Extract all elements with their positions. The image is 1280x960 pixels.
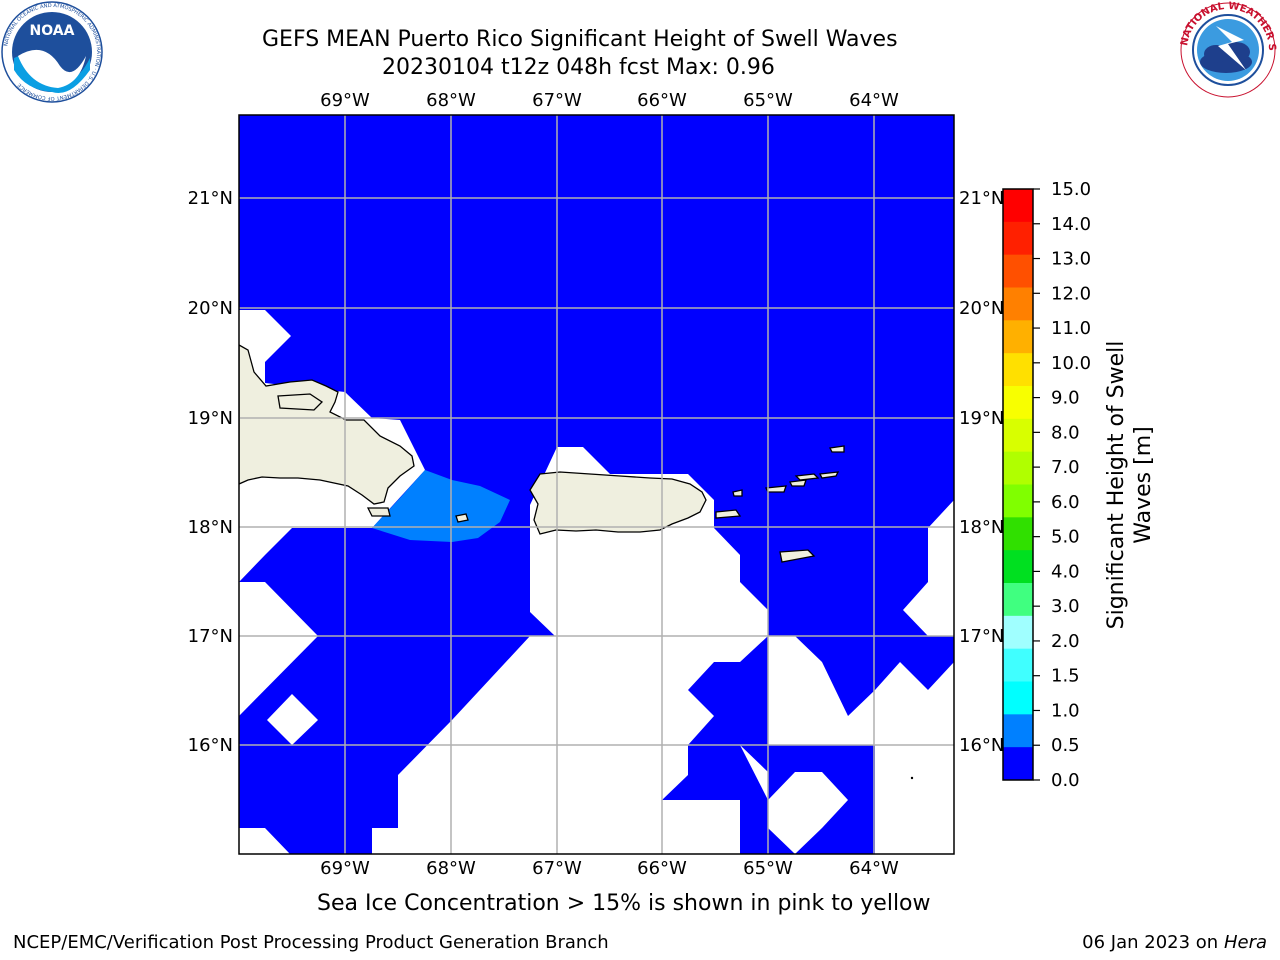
lon-label-top: 69°W [320,90,370,111]
colorbar-segment [1003,615,1033,650]
lat-label-left: 18°N [188,517,233,538]
colorbar-segment [1003,583,1033,617]
footer-host: Hera [1223,932,1267,953]
noaa-logo-text: NOAA [30,23,75,39]
colorbar-segment [1003,189,1033,223]
colorbar-ticks: 15.0 14.0 13.0 12.0 11.0 10.0 9.0 8.0 7.0 6.0 5.0 4… [1033,179,1091,791]
lat-label-left: 20°N [188,298,233,319]
colorbar-segment [1003,418,1033,453]
colorbar-segment [1003,353,1033,387]
lat-label-right: 17°N [959,626,1004,647]
lat-label-left: 17°N [188,626,233,647]
lat-label-right: 20°N [959,298,1004,319]
colorbar-tick-label: 2.0 [1051,631,1080,652]
colorbar-tick-label: 9.0 [1051,388,1080,409]
lon-label-bottom: 69°W [320,858,370,879]
graticule [239,115,954,854]
colorbar-tick-label: 1.5 [1051,666,1080,687]
colorbar-segment [1003,254,1033,288]
colorbar-tick-label: 4.0 [1051,561,1080,582]
colorbar-tick-label: 14.0 [1051,214,1091,235]
sea-ice-caption: Sea Ice Concentration > 15% is shown in … [317,891,931,916]
colorbar-segment [1003,484,1033,518]
lon-label-top: 67°W [532,90,582,111]
colorbar-segment [1003,386,1033,420]
colorbar-tick-label: 10.0 [1051,353,1091,374]
colorbar [1002,188,1034,781]
lat-label-right: 16°N [959,735,1004,756]
lon-label-bottom: 68°W [426,858,476,879]
colorbar-tick-label: 3.0 [1051,596,1080,617]
colorbar-segment [1003,747,1033,781]
colorbar-tick-label: 15.0 [1051,179,1091,200]
colorbar-tick-label: 7.0 [1051,457,1080,478]
colorbar-segment [1003,451,1033,485]
colorbar-frame [1002,188,1034,781]
colorbar-segment [1003,681,1033,715]
lon-label-top: 68°W [426,90,476,111]
colorbar-tick-label: 11.0 [1051,318,1091,339]
footer-date: 06 Jan 2023 on Hera [1082,932,1267,953]
colorbar-segment [1003,287,1033,321]
footer-credit: NCEP/EMC/Verification Post Processing Pr… [13,932,609,953]
hispaniola-land [239,344,415,505]
lon-label-bottom: 65°W [743,858,793,879]
chart-title: GEFS MEAN Puerto Rico Significant Height… [262,27,898,52]
lat-label-left: 19°N [188,408,233,429]
lon-label-bottom: 64°W [849,858,899,879]
nws-logo: NATIONAL WEATHER SERVICE [1176,0,1277,98]
lat-label-right: 21°N [959,188,1004,209]
colorbar-segment [1003,320,1033,354]
chart-subtitle: 20230104 t12z 048h fcst Max: 0.96 [382,55,775,80]
colorbar-segment [1003,714,1033,748]
colorbar-label-line2: Waves [m] [1131,426,1156,543]
lat-label-right: 19°N [959,408,1004,429]
lat-label-right: 18°N [959,517,1004,538]
colorbar-segment [1003,221,1033,256]
lat-label-left: 16°N [188,735,233,756]
colorbar-tick-label: 6.0 [1051,492,1080,513]
lon-label-top: 65°W [743,90,793,111]
colorbar-tick-label: 5.0 [1051,527,1080,548]
footer-date-text: 06 Jan 2023 on [1082,932,1224,953]
colorbar-segment [1003,550,1033,584]
map-frame [238,114,955,855]
lon-label-bottom: 67°W [532,858,582,879]
lon-label-top: 64°W [849,90,899,111]
colorbar-tick-label: 13.0 [1051,249,1091,270]
colorbar-tick-label: 0.0 [1051,770,1080,791]
lon-label-bottom: 66°W [637,858,687,879]
noaa-logo: NOAA NATIONAL OCEANIC AND ATMOSPHERIC AD… [1,1,103,103]
colorbar-tick-label: 8.0 [1051,422,1080,443]
colorbar-tick-label: 12.0 [1051,283,1091,304]
lat-label-left: 21°N [188,188,233,209]
lon-label-top: 66°W [637,90,687,111]
colorbar-segment [1003,517,1033,551]
colorbar-tick-label: 0.5 [1051,735,1080,756]
colorbar-tick-label: 1.0 [1051,700,1080,721]
colorbar-segment [1003,648,1033,682]
colorbar-label-line1: Significant Height of Swell [1104,341,1129,630]
swell-0.5-1.0-region [372,470,510,542]
